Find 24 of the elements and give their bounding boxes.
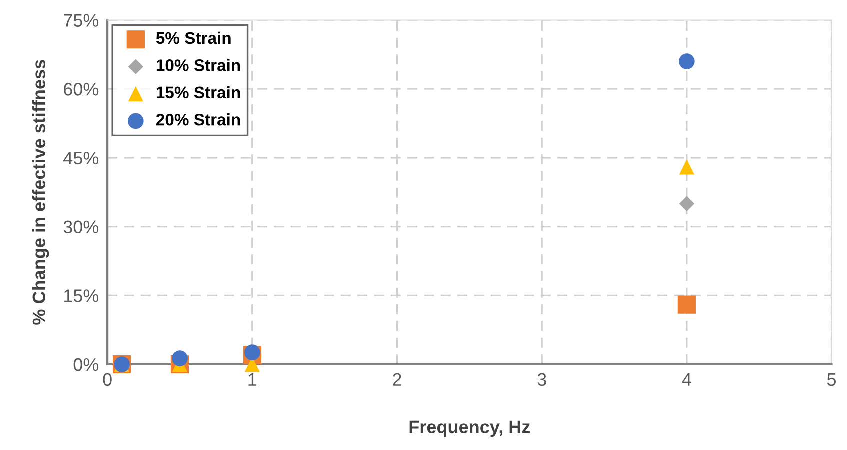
y-tick-label: 30% (64, 220, 99, 234)
legend-label: 5% Strain (156, 32, 231, 44)
point (679, 54, 695, 70)
y-tick-label: 0% (74, 358, 99, 372)
x-tick-label: 0 (103, 373, 112, 386)
legend-label: 15% Strain (156, 86, 240, 99)
point (679, 196, 695, 212)
x-axis-title: Frequency, Hz (410, 420, 530, 438)
y-axis-title: % Change in effective stiffness (32, 60, 50, 325)
x-tick-label: 5 (827, 373, 836, 386)
point (244, 344, 260, 360)
point (172, 350, 188, 366)
point (679, 160, 695, 175)
y-tick-label: 60% (64, 83, 99, 96)
x-tick-label: 2 (393, 373, 402, 386)
y-tick-label: 45% (64, 152, 99, 165)
legend-label: 20% Strain (156, 114, 240, 126)
point (678, 296, 696, 314)
y-tick-label: 15% (64, 290, 99, 302)
legend-label: 10% Strain (156, 59, 240, 72)
x-tick-label: 1 (248, 373, 257, 386)
x-tick-label: 4 (682, 373, 692, 386)
x-tick-label: 3 (538, 373, 546, 386)
y-tick-label: 75% (64, 14, 99, 27)
